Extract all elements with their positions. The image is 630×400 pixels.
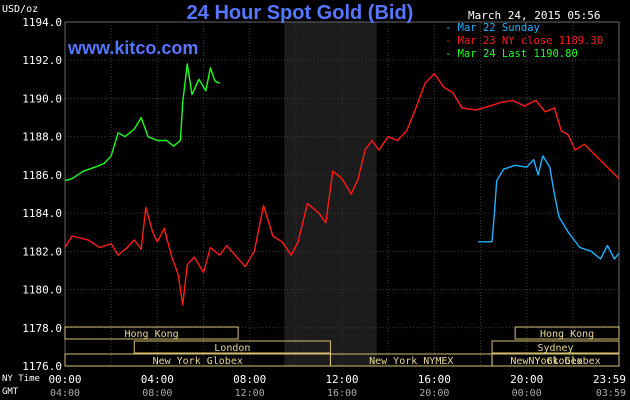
y-tick-label: 1184.0 (22, 207, 62, 220)
x-tick-label: 20:00 (510, 373, 543, 386)
gmt-tick-label: 16:00 (327, 388, 357, 399)
ny-time-label: NY Time (2, 374, 40, 384)
series-line (64, 72, 620, 306)
gmt-tick-label: 08:00 (142, 388, 172, 399)
session-box (64, 326, 239, 340)
legend-item: - Mar 23 NY close 1189.30 (445, 35, 604, 47)
gmt-tick-label: 03:59 (596, 388, 626, 399)
timestamp: March 24, 2015 05:56 (468, 9, 601, 22)
gmt-tick-label: 00:00 (512, 388, 542, 399)
x-axis-ticks: 00:00 04:00 08:00 12:00 16:00 20:00 23:59 04:00… (48, 373, 626, 399)
site-link[interactable]: www.kitco.com (68, 38, 199, 58)
x-tick-label: 04:00 (141, 373, 174, 386)
y-tick-label: 1180.0 (22, 284, 62, 297)
x-tick-label: 08:00 (233, 373, 266, 386)
x-tick-label: 23:59 (593, 373, 626, 386)
session-label: New York Globex (510, 356, 600, 367)
chart-title: 24 Hour Spot Gold (Bid) (186, 2, 414, 24)
gmt-label: GMT (2, 387, 19, 397)
session-box (491, 353, 620, 367)
session-label: London (214, 343, 250, 354)
session-box (133, 340, 331, 354)
grid-lines (64, 21, 620, 367)
y-tick-label: 1186.0 (22, 169, 62, 182)
session-box (514, 326, 620, 340)
legend-item: - Mar 24 Last 1190.80 (445, 48, 578, 60)
gmt-tick-label: 12:00 (235, 388, 265, 399)
legend: - Mar 22 Sunday - Mar 23 NY close 1189.3… (445, 22, 603, 61)
x-tick-label: 12:00 (325, 373, 358, 386)
y-tick-label: 1192.0 (22, 54, 62, 67)
market-sessions: Hong Kong London New York Globex New York N… (64, 326, 620, 367)
legend-label: Mar 22 Sunday (457, 22, 540, 34)
y-tick-label: 1178.0 (22, 322, 62, 335)
x-tick-label: 00:00 (48, 373, 81, 386)
y-axis-ticks: 1176.0 1178.0 1180.0 1182.0 1184.0 1186.0 1188… (22, 16, 62, 373)
legend-item: - Mar 22 Sunday (445, 22, 540, 34)
series-line (478, 155, 620, 260)
x-tick-label: 16:00 (418, 373, 451, 386)
series-line (64, 63, 220, 182)
y-tick-label: 1194.0 (22, 16, 62, 29)
session-label: Hong Kong (540, 329, 594, 340)
y-tick-label: 1176.0 (22, 360, 62, 373)
session-label: Hong Kong (124, 329, 178, 340)
legend-label: Mar 23 NY close 1189.30 (457, 35, 604, 47)
plot-background (284, 22, 377, 366)
nymex-hours-band (284, 22, 377, 366)
price-series (64, 63, 620, 306)
y-axis-unit: USD/oz (2, 4, 39, 15)
y-tick-label: 1182.0 (22, 245, 62, 258)
session-label: NY Globex (528, 356, 582, 367)
session-label: Sydney (537, 343, 573, 354)
y-tick-label: 1190.0 (22, 92, 62, 105)
y-tick-label: 1188.0 (22, 131, 62, 144)
session-label: New York Globex (153, 356, 243, 367)
session-box (491, 340, 620, 354)
legend-label: Mar 24 Last 1190.80 (457, 48, 578, 60)
session-label: New York NYMEX (369, 356, 453, 367)
gmt-tick-label: 04:00 (50, 388, 80, 399)
gmt-tick-label: 20:00 (419, 388, 449, 399)
